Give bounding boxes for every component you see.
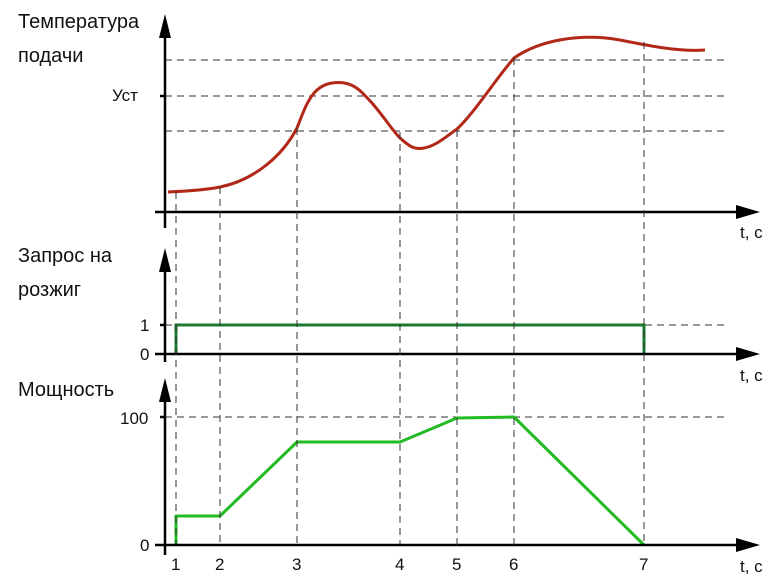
request-x-axis-arrow (736, 347, 760, 361)
power-y-axis-arrow (159, 378, 171, 402)
time-marker-3: 3 (292, 555, 301, 574)
power-max-label: 100 (120, 409, 148, 428)
power-zero-label: 0 (140, 536, 149, 555)
request-level-zero: 0 (140, 345, 149, 364)
time-marker-1: 1 (171, 555, 180, 574)
temperature-time-label: t, c (740, 223, 763, 242)
request-level-one: 1 (140, 316, 149, 335)
time-marker-6: 6 (509, 555, 518, 574)
temperature-x-axis-arrow (736, 205, 760, 219)
power-x-axis-arrow (736, 538, 760, 552)
temperature-y-axis-arrow (159, 14, 171, 38)
time-marker-7: 7 (639, 555, 648, 574)
temperature-title-line2: подачи (18, 45, 83, 67)
temperature-curve (167, 35, 706, 194)
setpoint-label: Уст (112, 86, 138, 105)
request-title-line1: Запрос на (18, 245, 113, 267)
power-title: Мощность (18, 379, 114, 401)
power-time-label: t, c (740, 557, 763, 574)
temperature-title-line1: Температура (18, 11, 140, 33)
time-marker-2: 2 (215, 555, 224, 574)
time-marker-5: 5 (452, 555, 461, 574)
request-time-label: t, c (740, 366, 763, 385)
request-title-line2: розжиг (18, 279, 81, 301)
power-curve (174, 415, 646, 547)
request-signal (174, 323, 646, 354)
request-y-axis-arrow (159, 248, 171, 272)
time-marker-4: 4 (395, 555, 404, 574)
